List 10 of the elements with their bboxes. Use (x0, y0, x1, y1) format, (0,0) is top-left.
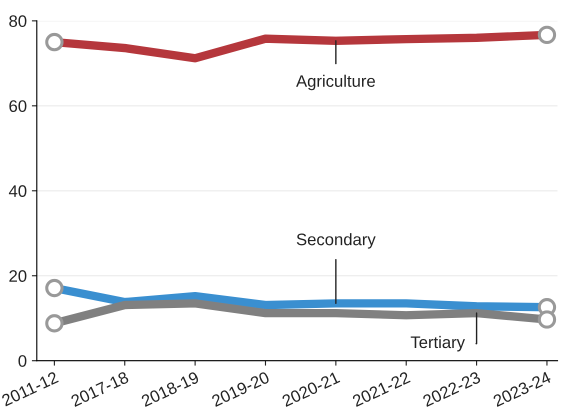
y-tick-label: 60 (9, 100, 26, 112)
point (538, 310, 556, 329)
y-tick-label: 0 (18, 355, 26, 367)
point (45, 314, 64, 332)
series-label: Tertiary (410, 336, 465, 352)
text: Secondary (296, 233, 376, 249)
y-tick-label: 40 (8, 185, 26, 197)
y-tick-label: 20 (9, 270, 26, 282)
text: Agriculture (296, 74, 375, 90)
y-tick-label: 80 (9, 15, 26, 28)
